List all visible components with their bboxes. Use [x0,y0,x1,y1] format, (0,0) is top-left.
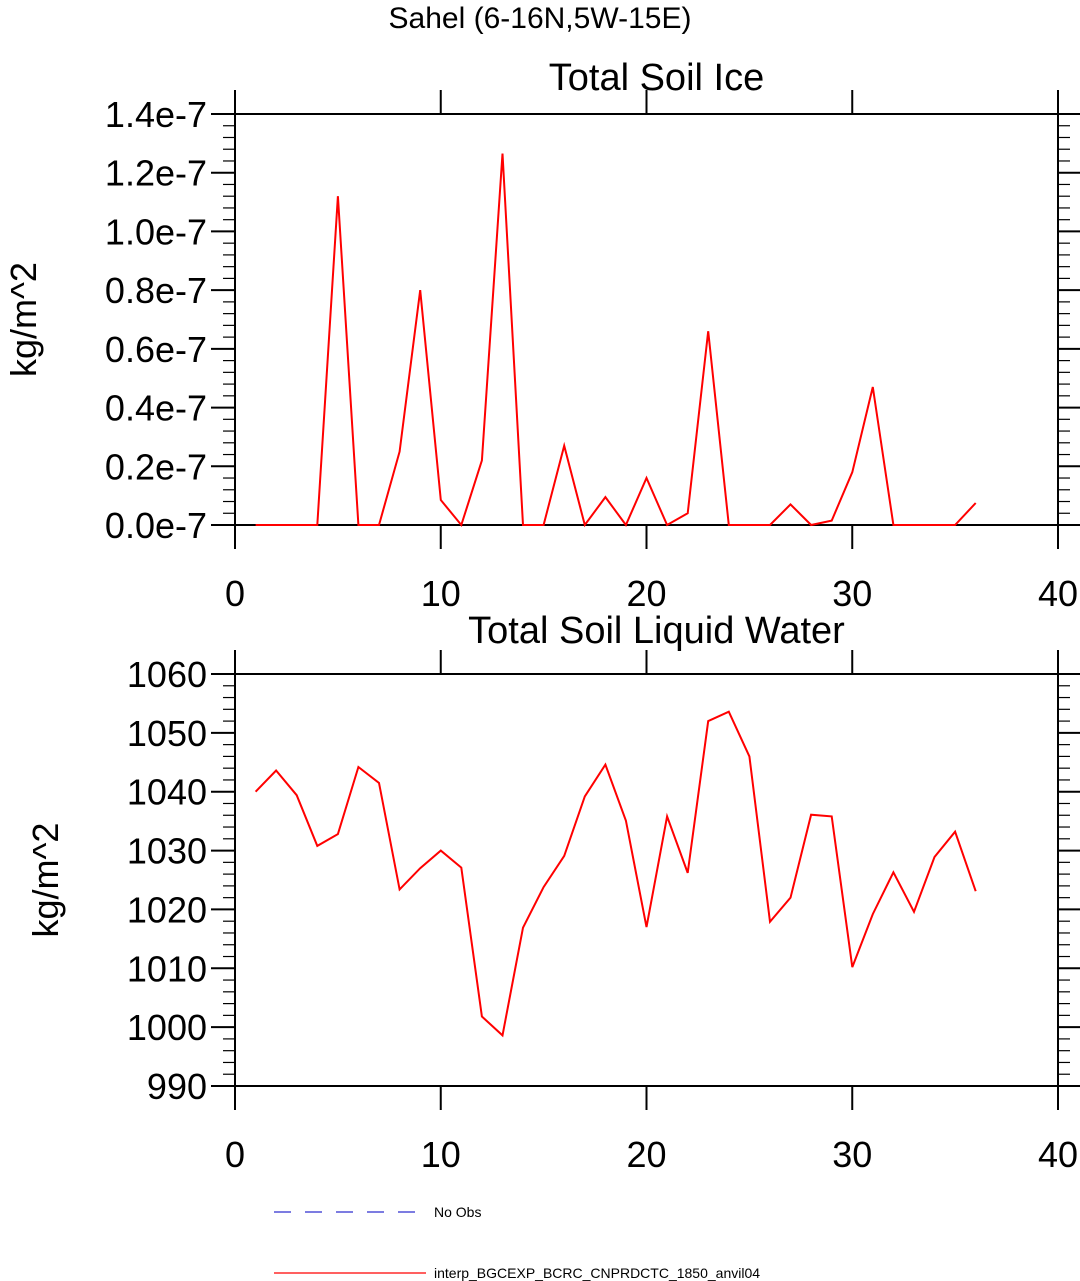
panel-title: Total Soil Ice [549,57,764,99]
y-tick-label: 1040 [127,772,207,813]
y-tick-label: 990 [147,1066,207,1107]
y-tick-label: 1000 [127,1007,207,1048]
y-tick-label: 1060 [127,654,207,695]
x-tick-label: 10 [421,573,461,614]
y-tick-label: 0.6e-7 [105,329,207,370]
panel-total-soil-ice: Total Soil Ice kg/m^2 0.0e-7 0.2e-7 0.4e-7 0.… [3,57,1080,614]
x-tick-label: 0 [225,1134,245,1175]
panel-total-soil-liquid-water: Total Soil Liquid Waterkg/m^299010001010… [25,610,1080,1175]
x-tick-label: 0 [225,573,245,614]
x-tick-label: 20 [626,1134,666,1175]
series-line [255,153,977,528]
y-tick-label: 1030 [127,831,207,872]
plot-frame [234,113,1059,526]
figure-suptitle: Sahel (6-16N,5W-15E) [389,2,692,35]
plot-frame [234,673,1059,1087]
y-tick-label: 1020 [127,889,207,930]
x-tick-label: 30 [832,1134,872,1175]
y-axis-label: kg/m^2 [3,262,44,377]
y-tick-label: 0.4e-7 [105,388,207,429]
y-tick-label: 0.0e-7 [105,505,207,546]
series-line [254,710,977,1038]
y-tick-label: 0.2e-7 [105,446,207,487]
y-tick-label: 1.4e-7 [105,94,207,135]
y-tick-label: 0.8e-7 [105,270,207,311]
x-tick-label: 20 [626,573,666,614]
y-axis-label: kg/m^2 [25,823,66,938]
x-tick-label: 10 [421,1134,461,1175]
x-tick-label: 40 [1038,1134,1078,1175]
y-tick-label: 1.2e-7 [105,153,207,194]
panel-title: Total Soil Liquid Water [468,610,845,652]
x-tick-label: 40 [1038,573,1078,614]
y-tick-label: 1050 [127,713,207,754]
legend: No Obs interp_BGCEXP_BCRC_CNPRDCTC_1850_… [274,1204,760,1281]
legend-no-obs-label: No Obs [434,1204,481,1220]
y-tick-label: 1.0e-7 [105,211,207,252]
x-tick-label: 30 [832,573,872,614]
legend-series-label: interp_BGCEXP_BCRC_CNPRDCTC_1850_anvil04 [434,1265,760,1281]
y-tick-label: 1010 [127,948,207,989]
